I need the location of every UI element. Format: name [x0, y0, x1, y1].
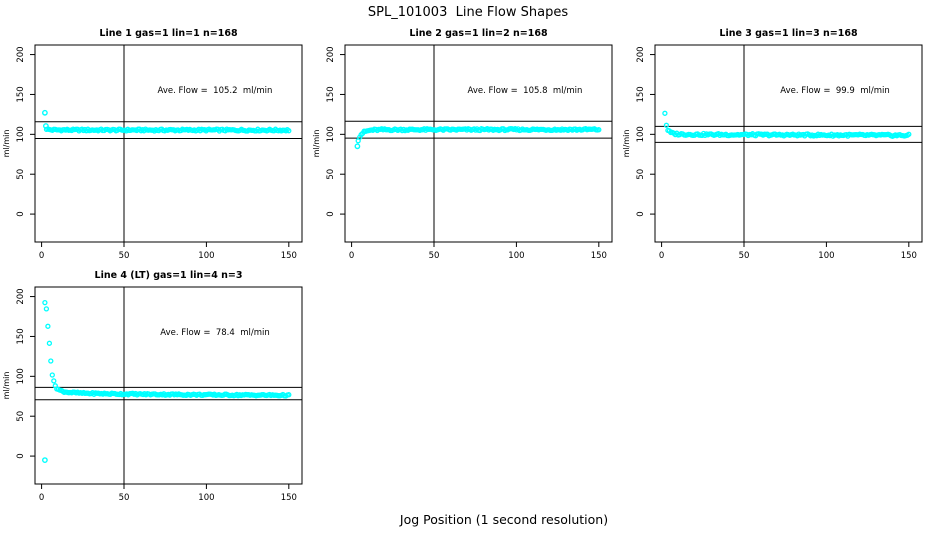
svg-text:150: 150 [16, 86, 26, 102]
svg-text:150: 150 [326, 86, 336, 102]
data-points [662, 110, 912, 139]
subplot-line-1: Line 1 gas=1 lin=1 n=168 0 50 100 150 0 50 100… [0, 25, 312, 267]
subplot-line-4: Line 4 (LT) gas=1 lin=4 n=3 0 50 100 150 0 50… [0, 267, 312, 509]
svg-text:100: 100 [636, 126, 646, 142]
svg-text:50: 50 [636, 169, 646, 180]
svg-text:0: 0 [349, 251, 354, 261]
svg-text:150: 150 [636, 86, 646, 102]
svg-text:150: 150 [281, 493, 297, 503]
subplot-line-2: Line 2 gas=1 lin=2 n=168 0 50 100 150 0 50 100… [310, 25, 622, 267]
svg-text:200: 200 [636, 46, 646, 62]
svg-text:100: 100 [16, 126, 26, 142]
subplot-line-3-avg-flow-annotation: Ave. Flow = 99.9 ml/min [780, 86, 890, 96]
svg-text:50: 50 [326, 169, 336, 180]
subplot-line-1-title: Line 1 gas=1 lin=1 n=168 [99, 28, 238, 39]
subplot-line-3-title: Line 3 gas=1 lin=3 n=168 [719, 28, 858, 39]
subplot-line-4-avg-flow-annotation: Ave. Flow = 78.4 ml/min [160, 328, 270, 338]
subplot-line-2-title: Line 2 gas=1 lin=2 n=168 [409, 28, 548, 39]
svg-text:200: 200 [16, 46, 26, 62]
subplot-line-3: Line 3 gas=1 lin=3 n=168 0 50 100 150 0 50 100… [620, 25, 932, 267]
svg-text:50: 50 [16, 411, 26, 422]
svg-text:100: 100 [818, 251, 834, 261]
subplot-line-2-plot: 0 50 100 150 0 50 100 150 200 ml/min [312, 44, 613, 261]
svg-text:ml/min: ml/min [622, 130, 631, 158]
svg-text:150: 150 [901, 251, 917, 261]
svg-text:0: 0 [16, 453, 26, 458]
svg-text:100: 100 [198, 493, 214, 503]
svg-text:50: 50 [429, 251, 440, 261]
svg-text:100: 100 [16, 368, 26, 384]
svg-text:150: 150 [16, 328, 26, 344]
data-points [42, 109, 292, 134]
svg-text:ml/min: ml/min [312, 130, 321, 158]
svg-text:150: 150 [281, 251, 297, 261]
svg-text:ml/min: ml/min [2, 372, 11, 400]
svg-text:0: 0 [326, 211, 336, 216]
svg-text:50: 50 [739, 251, 750, 261]
x-axis-label: Jog Position (1 second resolution) [399, 512, 609, 527]
svg-text:100: 100 [508, 251, 524, 261]
subplot-line-4-title: Line 4 (LT) gas=1 lin=4 n=3 [94, 270, 243, 281]
svg-text:100: 100 [326, 126, 336, 142]
figure-title: SPL_101003 Line Flow Shapes [367, 5, 569, 20]
svg-text:100: 100 [198, 251, 214, 261]
svg-text:0: 0 [16, 211, 26, 216]
svg-text:50: 50 [16, 169, 26, 180]
svg-text:0: 0 [659, 251, 664, 261]
subplot-line-1-avg-flow-annotation: Ave. Flow = 105.2 ml/min [157, 86, 273, 96]
svg-text:0: 0 [636, 211, 646, 216]
svg-text:200: 200 [16, 288, 26, 304]
svg-text:50: 50 [119, 493, 130, 503]
subplot-line-4-plot: 0 50 100 150 0 50 100 150 200 ml/min [2, 286, 303, 503]
svg-text:ml/min: ml/min [2, 130, 11, 158]
subplot-line-2-avg-flow-annotation: Ave. Flow = 105.8 ml/min [467, 86, 583, 96]
svg-text:0: 0 [39, 493, 44, 503]
subplot-line-1-plot: 0 50 100 150 0 50 100 150 200 ml/min [2, 44, 303, 261]
data-points [42, 299, 292, 464]
svg-text:0: 0 [39, 251, 44, 261]
svg-text:50: 50 [119, 251, 130, 261]
subplot-line-3-plot: 0 50 100 150 0 50 100 150 200 ml/min [622, 44, 923, 261]
svg-text:200: 200 [326, 46, 336, 62]
data-points [354, 126, 602, 150]
svg-text:150: 150 [591, 251, 607, 261]
